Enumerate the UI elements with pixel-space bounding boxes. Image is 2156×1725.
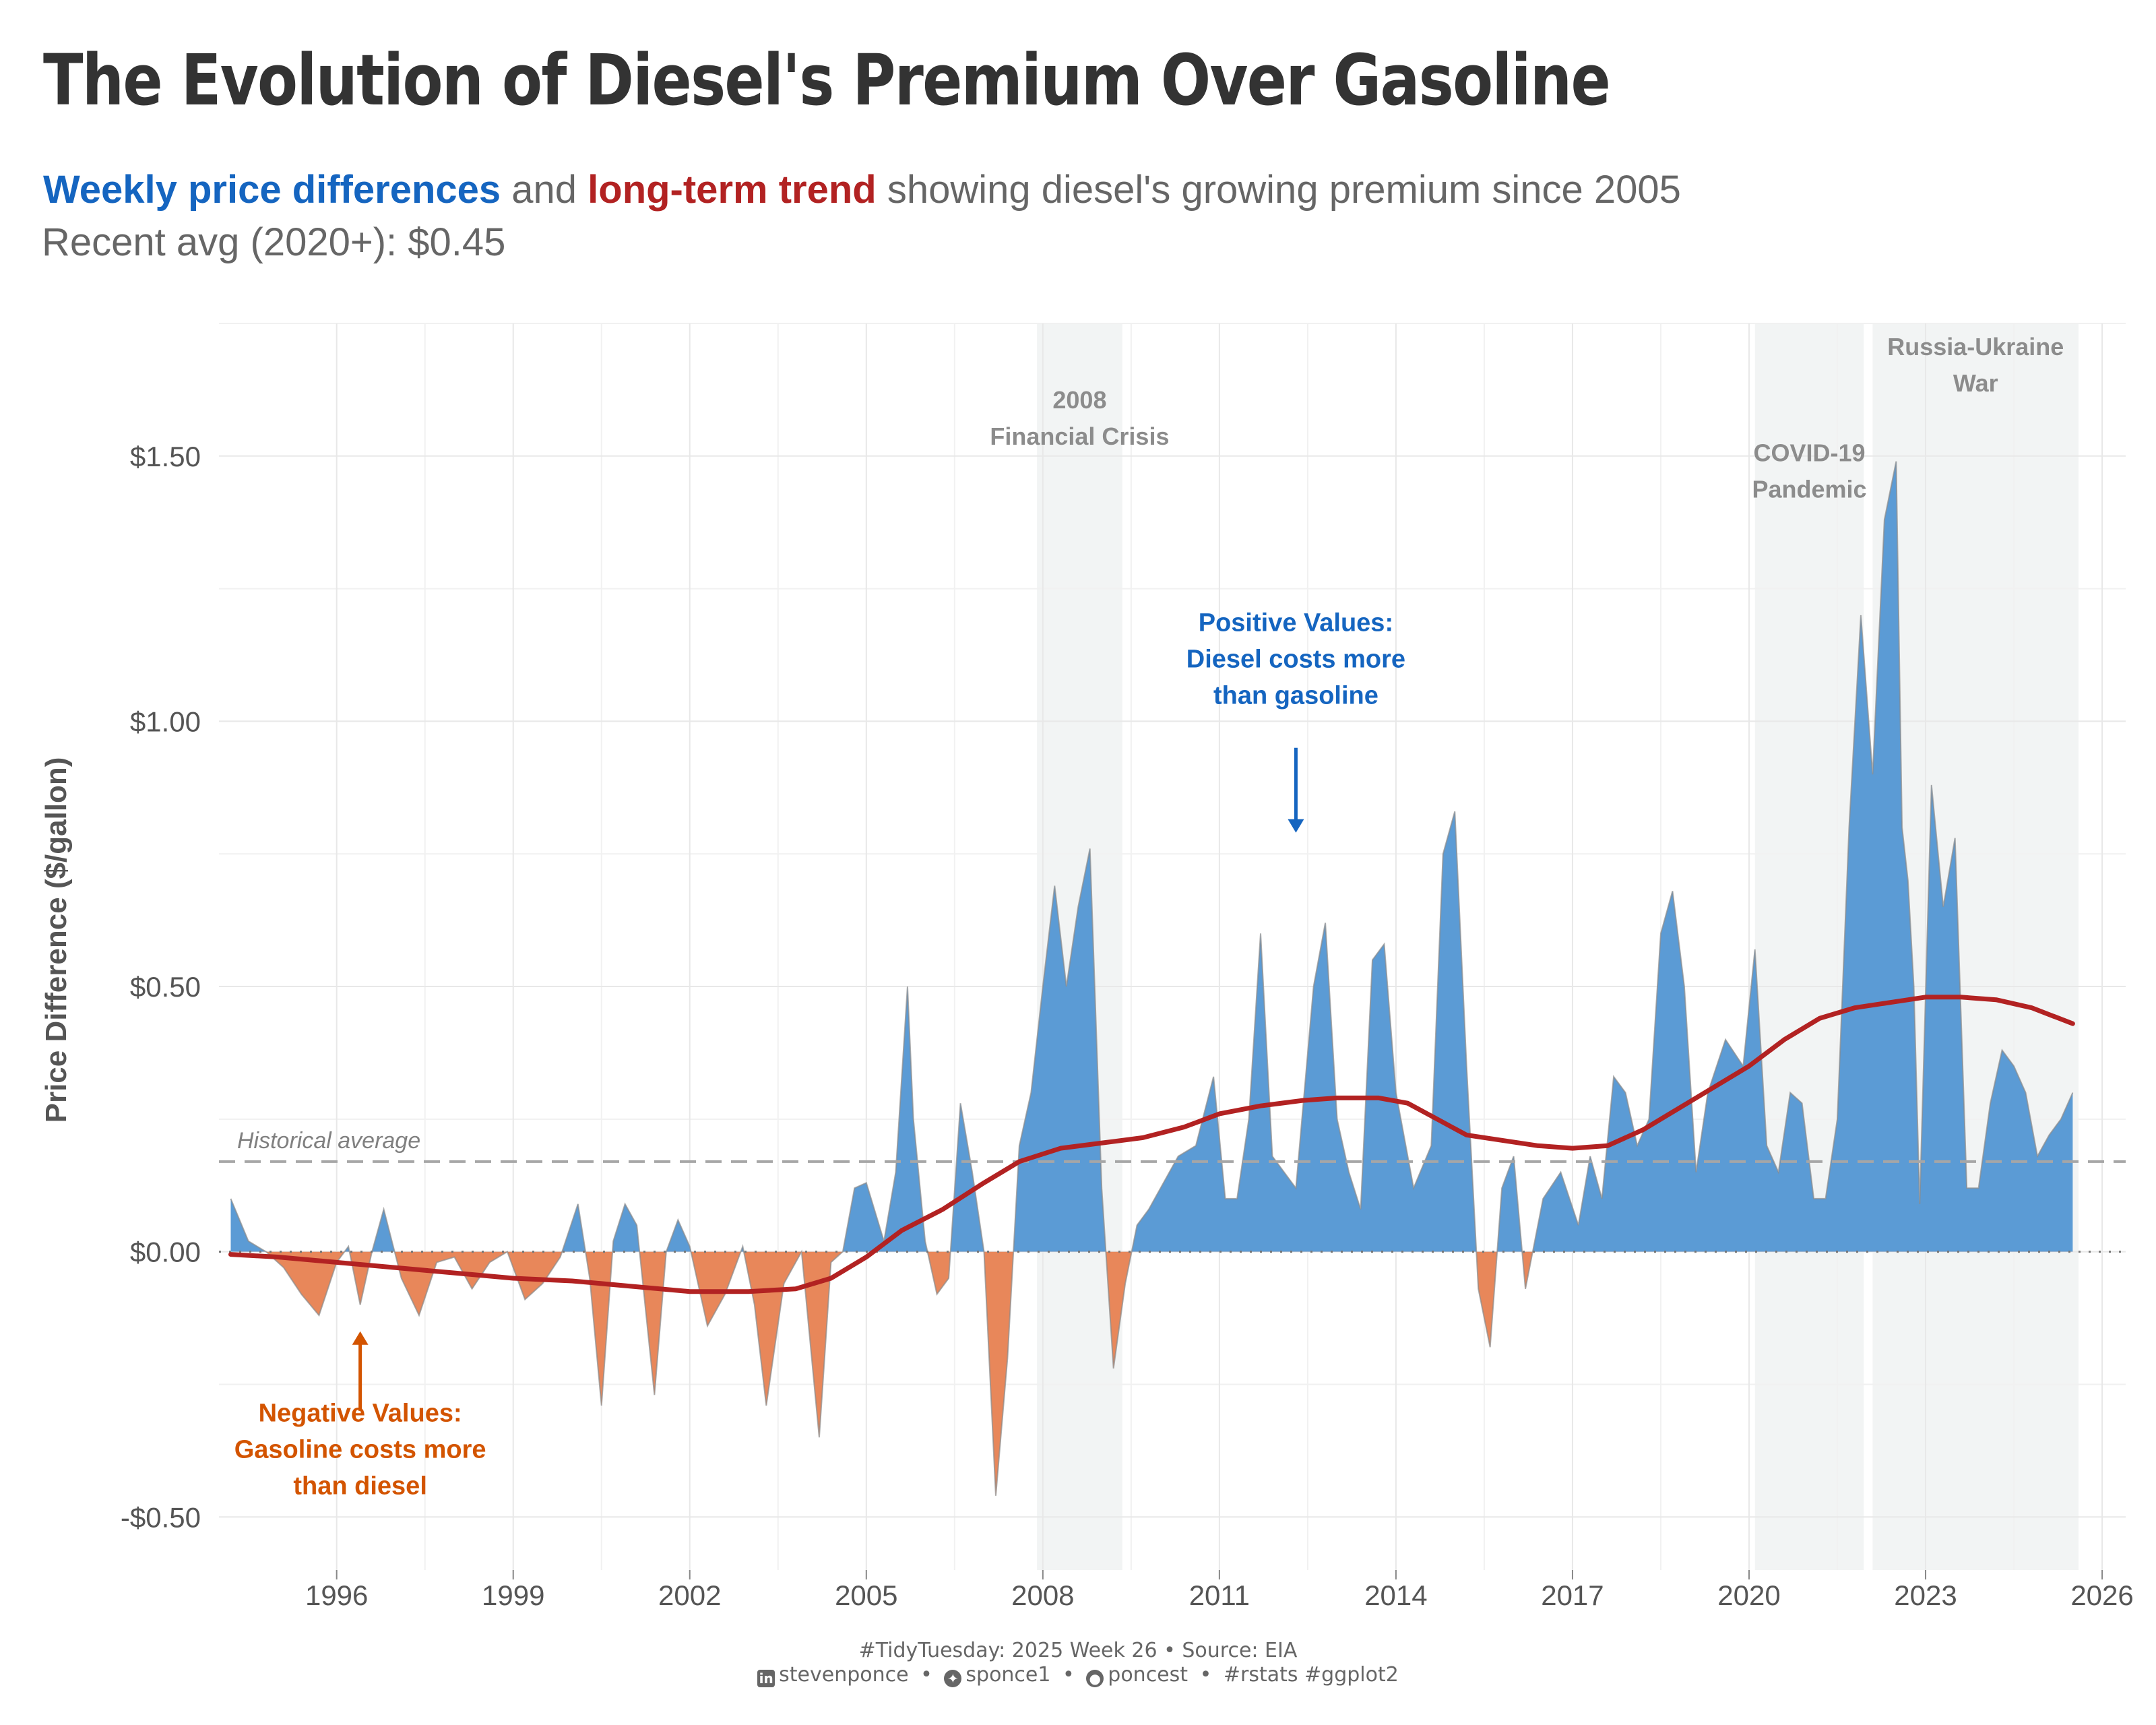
- github-icon: ●: [1086, 1670, 1104, 1687]
- weekly-difference-area-positive: [230, 461, 2073, 1252]
- caption-separator: •: [1063, 1663, 1075, 1687]
- historical-average-label: Historical average: [237, 1128, 420, 1154]
- x-tick-label: 2008: [1011, 1579, 1074, 1611]
- weekly-difference-outline: [230, 461, 2074, 1496]
- x-tick-label: 2011: [1189, 1579, 1250, 1611]
- period-label-line2: War: [1953, 369, 1998, 397]
- annotation-arrowhead: [352, 1331, 369, 1345]
- x-tick-label: 2002: [658, 1579, 721, 1611]
- annotation-text: Positive Values:: [1199, 609, 1393, 637]
- y-tick-label: $1.50: [130, 441, 201, 472]
- y-tick-label: $1.00: [130, 705, 201, 737]
- x-tick-label: 2020: [1717, 1579, 1780, 1611]
- chart-subtitle: Weekly price differences and long-term t…: [43, 167, 1681, 212]
- x-tick-label: 2023: [1894, 1579, 1957, 1611]
- caption-github[interactable]: poncest: [1108, 1663, 1188, 1687]
- chart-title: The Evolution of Diesel's Premium Over G…: [43, 39, 1611, 121]
- period-label-line2: Pandemic: [1752, 476, 1866, 503]
- annotation-text: than gasoline: [1213, 682, 1378, 710]
- subtitle-weekly-label: Weekly price differences: [43, 168, 501, 212]
- subtitle-and: and: [501, 168, 588, 212]
- period-label-line2: Financial Crisis: [990, 422, 1169, 450]
- annotation-text: than diesel: [293, 1472, 427, 1501]
- x-tick-label: 2005: [835, 1579, 897, 1611]
- caption-source: #TidyTuesday: 2025 Week 26 • Source: EIA: [858, 1639, 1298, 1662]
- x-tick-label: 1999: [482, 1579, 544, 1611]
- caption-bluesky[interactable]: sponce1: [965, 1663, 1051, 1687]
- x-tick-label: 1996: [305, 1579, 368, 1611]
- caption-separator: •: [1199, 1663, 1212, 1687]
- caption-separator: •: [920, 1663, 932, 1687]
- y-tick-label: $0.00: [130, 1236, 201, 1268]
- caption-tags: #rstats #ggplot2: [1223, 1663, 1399, 1687]
- x-tick-label: 2026: [2070, 1579, 2133, 1611]
- annotation-arrowhead: [1288, 819, 1304, 833]
- period-label-line1: COVID-19: [1753, 439, 1865, 467]
- long-term-trend-line: [228, 995, 2075, 1294]
- recent-average-subtitle: Recent avg (2020+): $0.45: [42, 220, 506, 264]
- annotation-text: Gasoline costs more: [234, 1436, 486, 1464]
- subtitle-trend-label: long-term trend: [588, 168, 877, 212]
- x-tick-label: 2017: [1541, 1579, 1604, 1611]
- bluesky-icon: ✦: [944, 1670, 962, 1687]
- x-tick-label: 2014: [1364, 1579, 1427, 1611]
- annotation-text: Diesel costs more: [1186, 646, 1405, 674]
- caption-social: in stevenponce • ✦ sponce1 • ● poncest • #r…: [0, 1663, 2156, 1687]
- y-tick-label: $0.50: [130, 971, 201, 1003]
- linkedin-icon: in: [757, 1670, 775, 1687]
- period-label-line1: 2008: [1052, 386, 1106, 414]
- caption-linkedin[interactable]: stevenponce: [779, 1663, 909, 1687]
- period-label-line1: Russia-Ukraine: [1887, 333, 2064, 360]
- y-tick-label: -$0.50: [121, 1501, 201, 1533]
- subtitle-rest: showing diesel's growing premium since 2…: [876, 168, 1681, 212]
- y-axis-label: Price Difference ($/gallon): [40, 757, 73, 1123]
